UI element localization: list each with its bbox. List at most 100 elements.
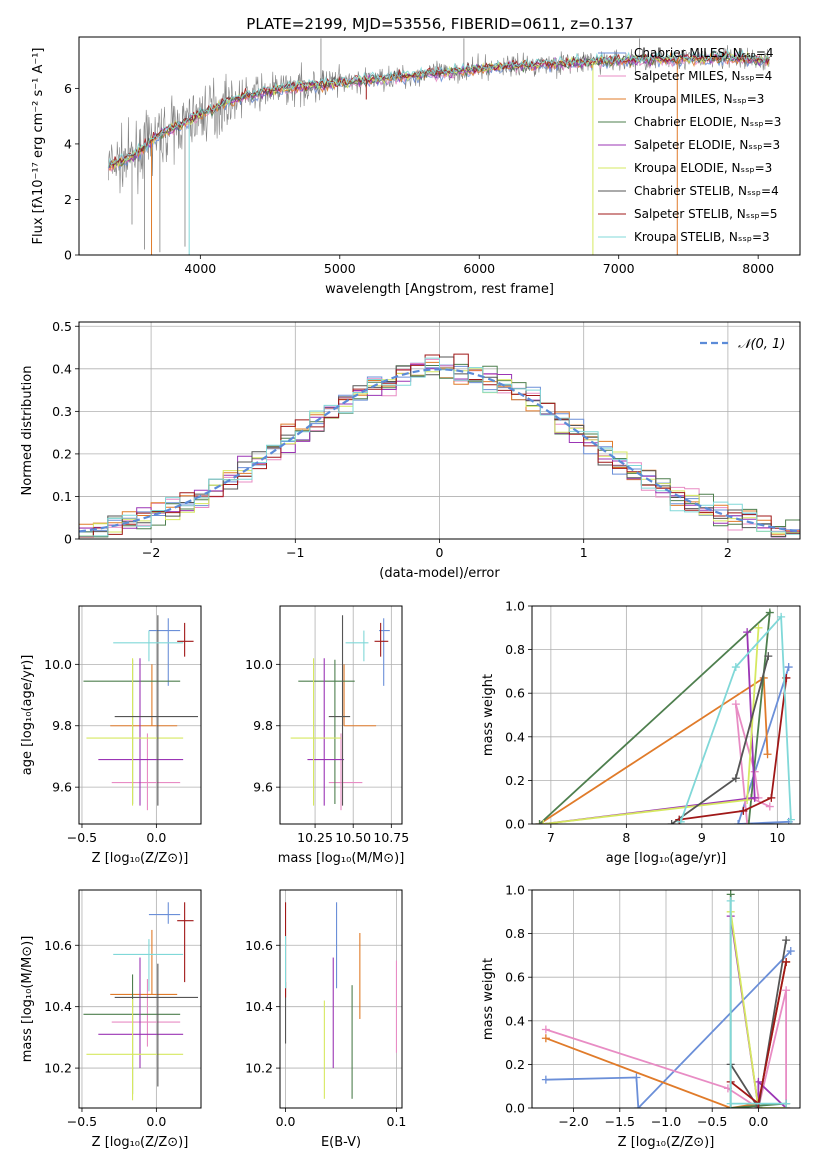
mass-weight-vs-age-marker [767, 793, 776, 802]
age-vs-Z-xtick-label: −0.5 [67, 830, 97, 845]
mass-weight-vs-age-line [543, 627, 760, 824]
mass-weight-vs-Z-ytick-label: 0.8 [505, 926, 525, 941]
mass-weight-vs-Z-line [729, 939, 787, 1108]
age-vs-mass-axes: 10.25 10.50 10.75 9.6 9.8 10.0 mass [log₁₀(M/M… [245, 606, 409, 866]
residuals-plot-area [79, 353, 800, 538]
mass-weight-vs-age-xtick-label: 9 [698, 830, 706, 845]
residuals-ytick-label: 0.2 [52, 446, 72, 461]
spectrum-legend-label: Salpeter STELIB, Nₛₛₚ=5 [634, 207, 778, 221]
spectrum-ytick-label: 6 [64, 81, 72, 96]
mass-weight-vs-age-line [543, 632, 756, 824]
mass-weight-vs-age-marker [535, 820, 544, 824]
age-vs-Z-ytick-label: 10.0 [44, 657, 72, 672]
residuals-xtick-label: 1 [580, 545, 588, 560]
age-vs-Z-ytick-label: 9.8 [52, 718, 72, 733]
mass-weight-vs-age-line [538, 610, 771, 824]
mass-weight-vs-Z-line [545, 990, 787, 1108]
mass-weight-vs-age-line [679, 677, 788, 821]
mass-weight-vs-Z-ytick-label: 0.4 [505, 1013, 525, 1028]
mass-weight-vs-age-marker [754, 623, 763, 632]
mass-weight-vs-Z-line [545, 950, 792, 1108]
mass-weight-vs-Z-ytick-label: 0.2 [505, 1057, 525, 1072]
mass-weight-vs-Z-xtick-label: −1.5 [605, 1114, 635, 1129]
mass-vs-EBV-plot-area [284, 902, 398, 1099]
residuals-xlabel: (data-model)/error [379, 566, 500, 581]
mass-weight-vs-age-line [734, 703, 771, 824]
mass-vs-Z-point-kroupa-elodie [86, 999, 184, 1101]
mass-weight-vs-Z-marker [541, 1034, 550, 1043]
spectrum-ytick-label: 2 [64, 192, 72, 207]
mass-weight-vs-age-xtick-label: 8 [622, 830, 630, 845]
mass-weight-vs-age-marker [734, 820, 743, 824]
mass-vs-EBV-ytick-label: 10.4 [245, 999, 273, 1014]
mass-weight-vs-age-ylabel: mass weight [481, 674, 496, 756]
age-vs-Z-plot-area [83, 615, 199, 811]
mass-vs-EBV-xtick-label: 0.0 [276, 1114, 296, 1129]
mass-weight-vs-Z-ytick-label: 1.0 [505, 883, 525, 898]
spectrum-xtick-label: 4000 [184, 261, 216, 276]
age-vs-Z-point-chabrier-miles [148, 618, 181, 686]
age-vs-mass-point-salpeter-elodie [307, 658, 345, 806]
mass-weight-vs-Z-marker [782, 1099, 791, 1108]
mass-weight-vs-Z-plot-area [541, 890, 795, 1108]
spectrum-ytick-label: 4 [64, 136, 72, 151]
spectrum-legend-label: Salpeter MILES, Nₛₛₚ=4 [634, 69, 772, 83]
mass-weight-vs-age-marker [731, 700, 740, 709]
spectrum-ylabel: Flux [fλ10⁻¹⁷ erg cm⁻² s⁻¹ A⁻¹] [31, 48, 46, 245]
age-vs-mass-ytick-label: 9.6 [253, 780, 273, 795]
mass-weight-vs-Z-marker [726, 896, 735, 905]
mass-weight-vs-Z-marker [782, 986, 791, 995]
age-vs-mass-point-kroupa-stelib [345, 630, 369, 662]
residuals-legend: 𝒩(0, 1) [700, 337, 785, 352]
mass-vs-Z-ylabel: mass [log₁₀(M/M⊙)] [20, 936, 35, 1063]
residuals-frame [78, 321, 801, 540]
mass-vs-Z-point-salpeter-stelib [177, 902, 194, 983]
mass-weight-vs-age-series-chabrier-miles [734, 663, 793, 824]
mass-weight-vs-age-axes: 7 8 9 10 0.0 0.2 0.4 0.6 0.8 1.0 age [log₁₀(age/yr… [481, 599, 800, 866]
age-vs-mass-plot-area [290, 615, 390, 811]
mass-weight-vs-age-marker [750, 793, 759, 802]
spectrum-xlabel: wavelength [Angstrom, rest frame] [325, 282, 554, 297]
mass-weight-vs-Z-ylabel: mass weight [481, 958, 496, 1040]
mass-weight-vs-age-marker [744, 820, 753, 824]
age-vs-mass-xlabel: mass [log₁₀(M/M⊙)] [278, 851, 405, 866]
mass-weight-vs-Z-marker [726, 1099, 735, 1108]
spectrum-legend-label: Chabrier ELODIE, Nₛₛₚ=3 [634, 115, 781, 129]
mass-weight-vs-Z-marker [782, 936, 791, 945]
mass-weight-vs-age-series-chabrier-elodie [535, 608, 774, 824]
mass-weight-vs-Z-ytick-label: 0.6 [505, 970, 525, 985]
spectrum-legend-label: Kroupa ELODIE, Nₛₛₚ=3 [634, 161, 772, 175]
spectrum-legend-label: Salpeter ELODIE, Nₛₛₚ=3 [634, 138, 780, 152]
mass-weight-vs-Z-marker [632, 1073, 641, 1082]
residual-hist-kroupa-stelib [79, 357, 800, 537]
mass-weight-vs-age-frame [531, 605, 801, 825]
age-vs-Z-point-salpeter-elodie [98, 658, 184, 806]
spectrum-legend: Chabrier MILES, Nₛₛₚ=4 Salpeter MILES, Nₛ… [598, 46, 781, 244]
mass-weight-vs-Z-marker [634, 1104, 643, 1108]
age-vs-mass-point-kroupa-elodie [290, 658, 341, 806]
mass-weight-vs-age-marker [539, 820, 548, 824]
mass-weight-vs-age-line [679, 614, 792, 823]
mass-weight-vs-age-series-salpeter-elodie [539, 628, 759, 824]
age-vs-mass-point-chabrier-elodie [298, 659, 355, 805]
mass-vs-Z-point-chabrier-stelib [114, 963, 199, 1087]
mass-vs-EBV-xtick-label: 0.1 [387, 1114, 407, 1129]
mass-weight-vs-age-marker [765, 608, 774, 617]
mass-weight-vs-age-series-chabrier-stelib [667, 652, 773, 824]
mass-vs-Z-frame [78, 889, 202, 1109]
age-vs-Z-ytick-label: 9.6 [52, 780, 72, 795]
mass-weight-vs-age-marker [786, 815, 795, 824]
mass-weight-vs-age-marker [777, 612, 786, 621]
mass-weight-vs-Z-line [729, 911, 787, 1108]
spectrum-plot-area [107, 38, 770, 255]
mass-vs-Z-ytick-label: 10.4 [44, 999, 72, 1014]
mass-weight-vs-age-marker [743, 796, 752, 805]
residuals-xtick-label: 0 [436, 545, 444, 560]
age-vs-Z-ylabel: age [log₁₀(age/yr)] [20, 655, 35, 776]
mass-vs-Z-ytick-label: 10.6 [44, 938, 72, 953]
mass-vs-Z-xlabel: Z [log₁₀(Z/Z⊙)] [92, 1135, 189, 1150]
figure-title: PLATE=2199, MJD=53556, FIBERID=0611, z=0… [246, 15, 633, 33]
mass-weight-vs-age-xtick-label: 10 [769, 830, 785, 845]
mass-vs-EBV-ytick-label: 10.6 [245, 938, 273, 953]
mass-weight-vs-age-ytick-label: 0.4 [505, 729, 525, 744]
